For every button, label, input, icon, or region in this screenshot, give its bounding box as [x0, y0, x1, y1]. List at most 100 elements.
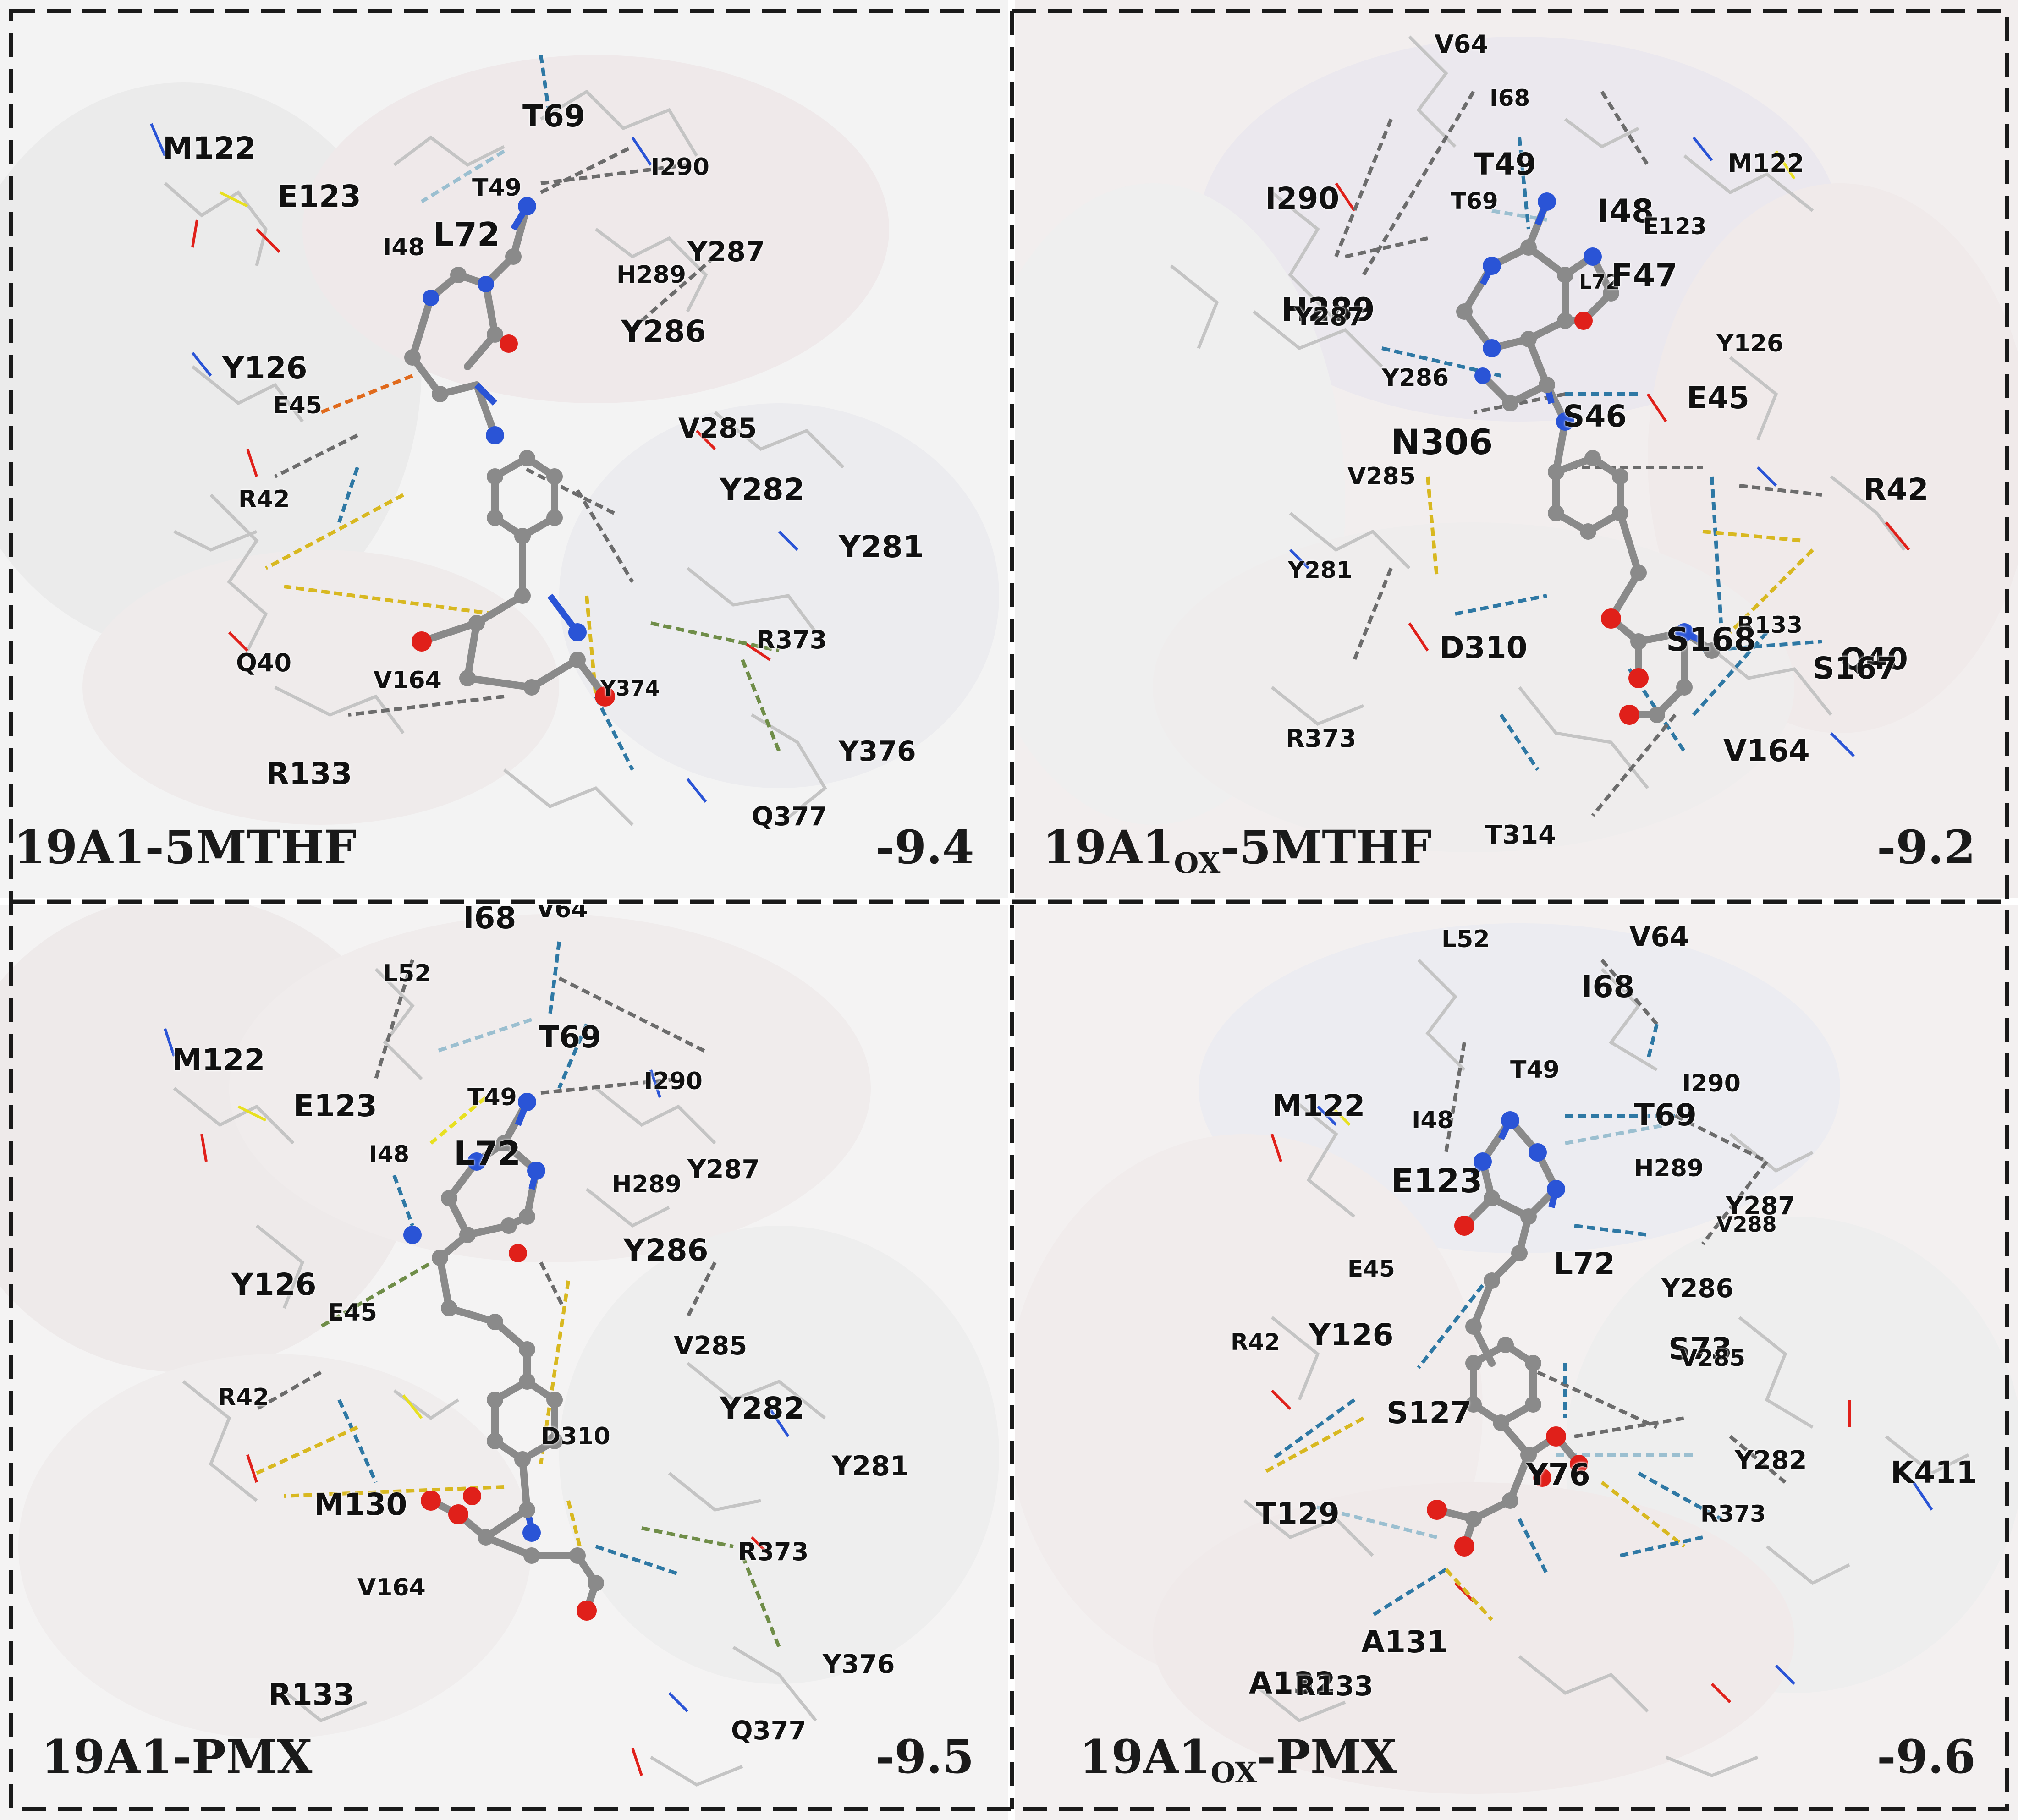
- residue-label: L72: [454, 1134, 521, 1173]
- residue-label: V164: [374, 667, 442, 694]
- residue-label: Y376: [823, 1650, 895, 1679]
- residue-label: I68: [463, 905, 517, 936]
- residue-label: E123: [293, 1088, 377, 1124]
- residue-label: Y286: [1382, 364, 1449, 392]
- residue-label: V285: [1347, 463, 1416, 490]
- panel-19a1ox-pmx: 19A1OX-PMX -9.6 L52 V64 I68 T49 I290 M12…: [1015, 905, 2018, 1820]
- ligand-name: -5MTHF: [1220, 820, 1432, 874]
- residue-label: T314: [1485, 820, 1556, 850]
- residue-label: D310: [1439, 630, 1528, 665]
- residue-label: R373: [756, 625, 827, 654]
- residue-label: E45: [328, 1299, 377, 1327]
- residue-label: T49: [1474, 147, 1536, 182]
- residue-label: R42: [218, 1384, 269, 1411]
- residue-label: Y126: [1716, 330, 1784, 357]
- residue-label: Y281: [839, 529, 924, 565]
- residue-label: R373: [1286, 724, 1357, 753]
- panel-19a1-pmx: 19A1-PMX -9.5 I68 V64 L52 T69 M122 I290 …: [0, 905, 1008, 1820]
- residue-label: V64: [536, 905, 588, 923]
- residue-label: Y286: [1661, 1274, 1734, 1304]
- residue-label: E45: [1687, 380, 1749, 416]
- panel-title: 19A1OX-PMX: [1079, 1730, 1397, 1789]
- residue-label: R42: [1231, 1329, 1281, 1355]
- docking-score: -9.6: [1877, 1730, 1976, 1784]
- residue-label: N306: [1391, 422, 1493, 462]
- residue-label: L52: [1441, 926, 1490, 953]
- residue-label: Y126: [222, 351, 308, 386]
- residue-label: S46: [1563, 399, 1627, 434]
- oxidized-subscript: OX: [1174, 846, 1221, 880]
- residue-label: Y282: [720, 1391, 805, 1426]
- residue-label: A131: [1361, 1624, 1448, 1660]
- residue-label: Y374: [600, 676, 660, 701]
- residue-label: R373: [1700, 1501, 1766, 1527]
- docking-score: -9.4: [875, 820, 974, 874]
- residue-label: V285: [1680, 1345, 1746, 1371]
- residue-label: V164: [357, 1574, 426, 1601]
- residue-label: E45: [273, 392, 322, 419]
- residue-label: R133: [268, 1677, 355, 1712]
- residue-label: I48: [1412, 1107, 1454, 1134]
- residue-label: H289: [612, 1171, 682, 1198]
- residue-label: V288: [1716, 1212, 1777, 1237]
- residue-label: T69: [1451, 188, 1498, 214]
- residue-label: R373: [738, 1537, 809, 1566]
- molecule-scene: [0, 905, 1008, 1820]
- residue-label: Y281: [1288, 557, 1353, 583]
- residue-label: Y126: [1309, 1317, 1394, 1353]
- residue-label: T49: [1510, 1056, 1560, 1084]
- residue-label: V64: [1629, 921, 1689, 953]
- residue-label: L52: [383, 960, 431, 987]
- residue-label: M122: [1728, 149, 1804, 178]
- panel-title: 19A1OX-5MTHF: [1043, 820, 1432, 880]
- panel-19a1-5mthf: 19A1-5MTHF -9.4 M122 E123 T69 T49 I290 I…: [0, 0, 1008, 898]
- residue-label: T49: [472, 174, 522, 202]
- residue-label: I290: [651, 153, 709, 181]
- panel-title: 19A1-PMX: [41, 1730, 313, 1784]
- residue-label: T129: [1256, 1496, 1340, 1531]
- molecule-scene: [1015, 0, 2018, 898]
- residue-label: I290: [1265, 181, 1340, 216]
- residue-label: M122: [172, 1042, 265, 1078]
- residue-label: E123: [277, 179, 361, 214]
- residue-label: Y287: [1295, 302, 1364, 331]
- residue-label: Y376: [839, 735, 916, 767]
- residue-label: V285: [678, 412, 757, 444]
- residue-label: V64: [1435, 30, 1488, 59]
- oxidized-subscript: OX: [1210, 1756, 1257, 1789]
- residue-label: I48: [369, 1141, 410, 1168]
- docking-score: -9.5: [875, 1730, 974, 1784]
- residue-label: T69: [539, 1020, 601, 1055]
- residue-label: I290: [1682, 1070, 1741, 1097]
- residue-label: Y282: [720, 472, 805, 507]
- residue-label: T49: [467, 1084, 517, 1111]
- ligand-name: -PMX: [1257, 1730, 1397, 1784]
- residue-label: I290: [644, 1068, 703, 1095]
- residue-label: I48: [383, 234, 425, 261]
- residue-label: Y282: [1735, 1446, 1807, 1475]
- residue-label: Y76: [1526, 1457, 1590, 1492]
- residue-label: E123: [1391, 1162, 1483, 1200]
- residue-label: E123: [1643, 213, 1707, 240]
- residue-label: M122: [1272, 1088, 1365, 1124]
- residue-label: R42: [238, 486, 290, 513]
- residue-label: R42: [1863, 472, 1929, 507]
- residue-label: Y287: [687, 1155, 760, 1184]
- residue-label: S127: [1386, 1395, 1472, 1431]
- residue-label: S167: [1813, 651, 1898, 686]
- panel-title: 19A1-5MTHF: [14, 820, 357, 874]
- residue-label: L72: [433, 215, 500, 254]
- residue-label: H289: [1634, 1155, 1704, 1182]
- residue-label: M122: [163, 131, 256, 166]
- residue-label: V164: [1723, 733, 1810, 768]
- residue-label: Q377: [731, 1716, 807, 1746]
- residue-label: H289: [616, 261, 687, 289]
- residue-label: Q377: [752, 802, 827, 832]
- docking-score: -9.2: [1877, 820, 1976, 874]
- residue-label: M130: [314, 1487, 407, 1522]
- residue-label: Y281: [832, 1450, 909, 1482]
- molecule-scene: [1015, 905, 2018, 1820]
- residue-label: K411: [1891, 1455, 1977, 1490]
- residue-label: R133: [266, 756, 352, 791]
